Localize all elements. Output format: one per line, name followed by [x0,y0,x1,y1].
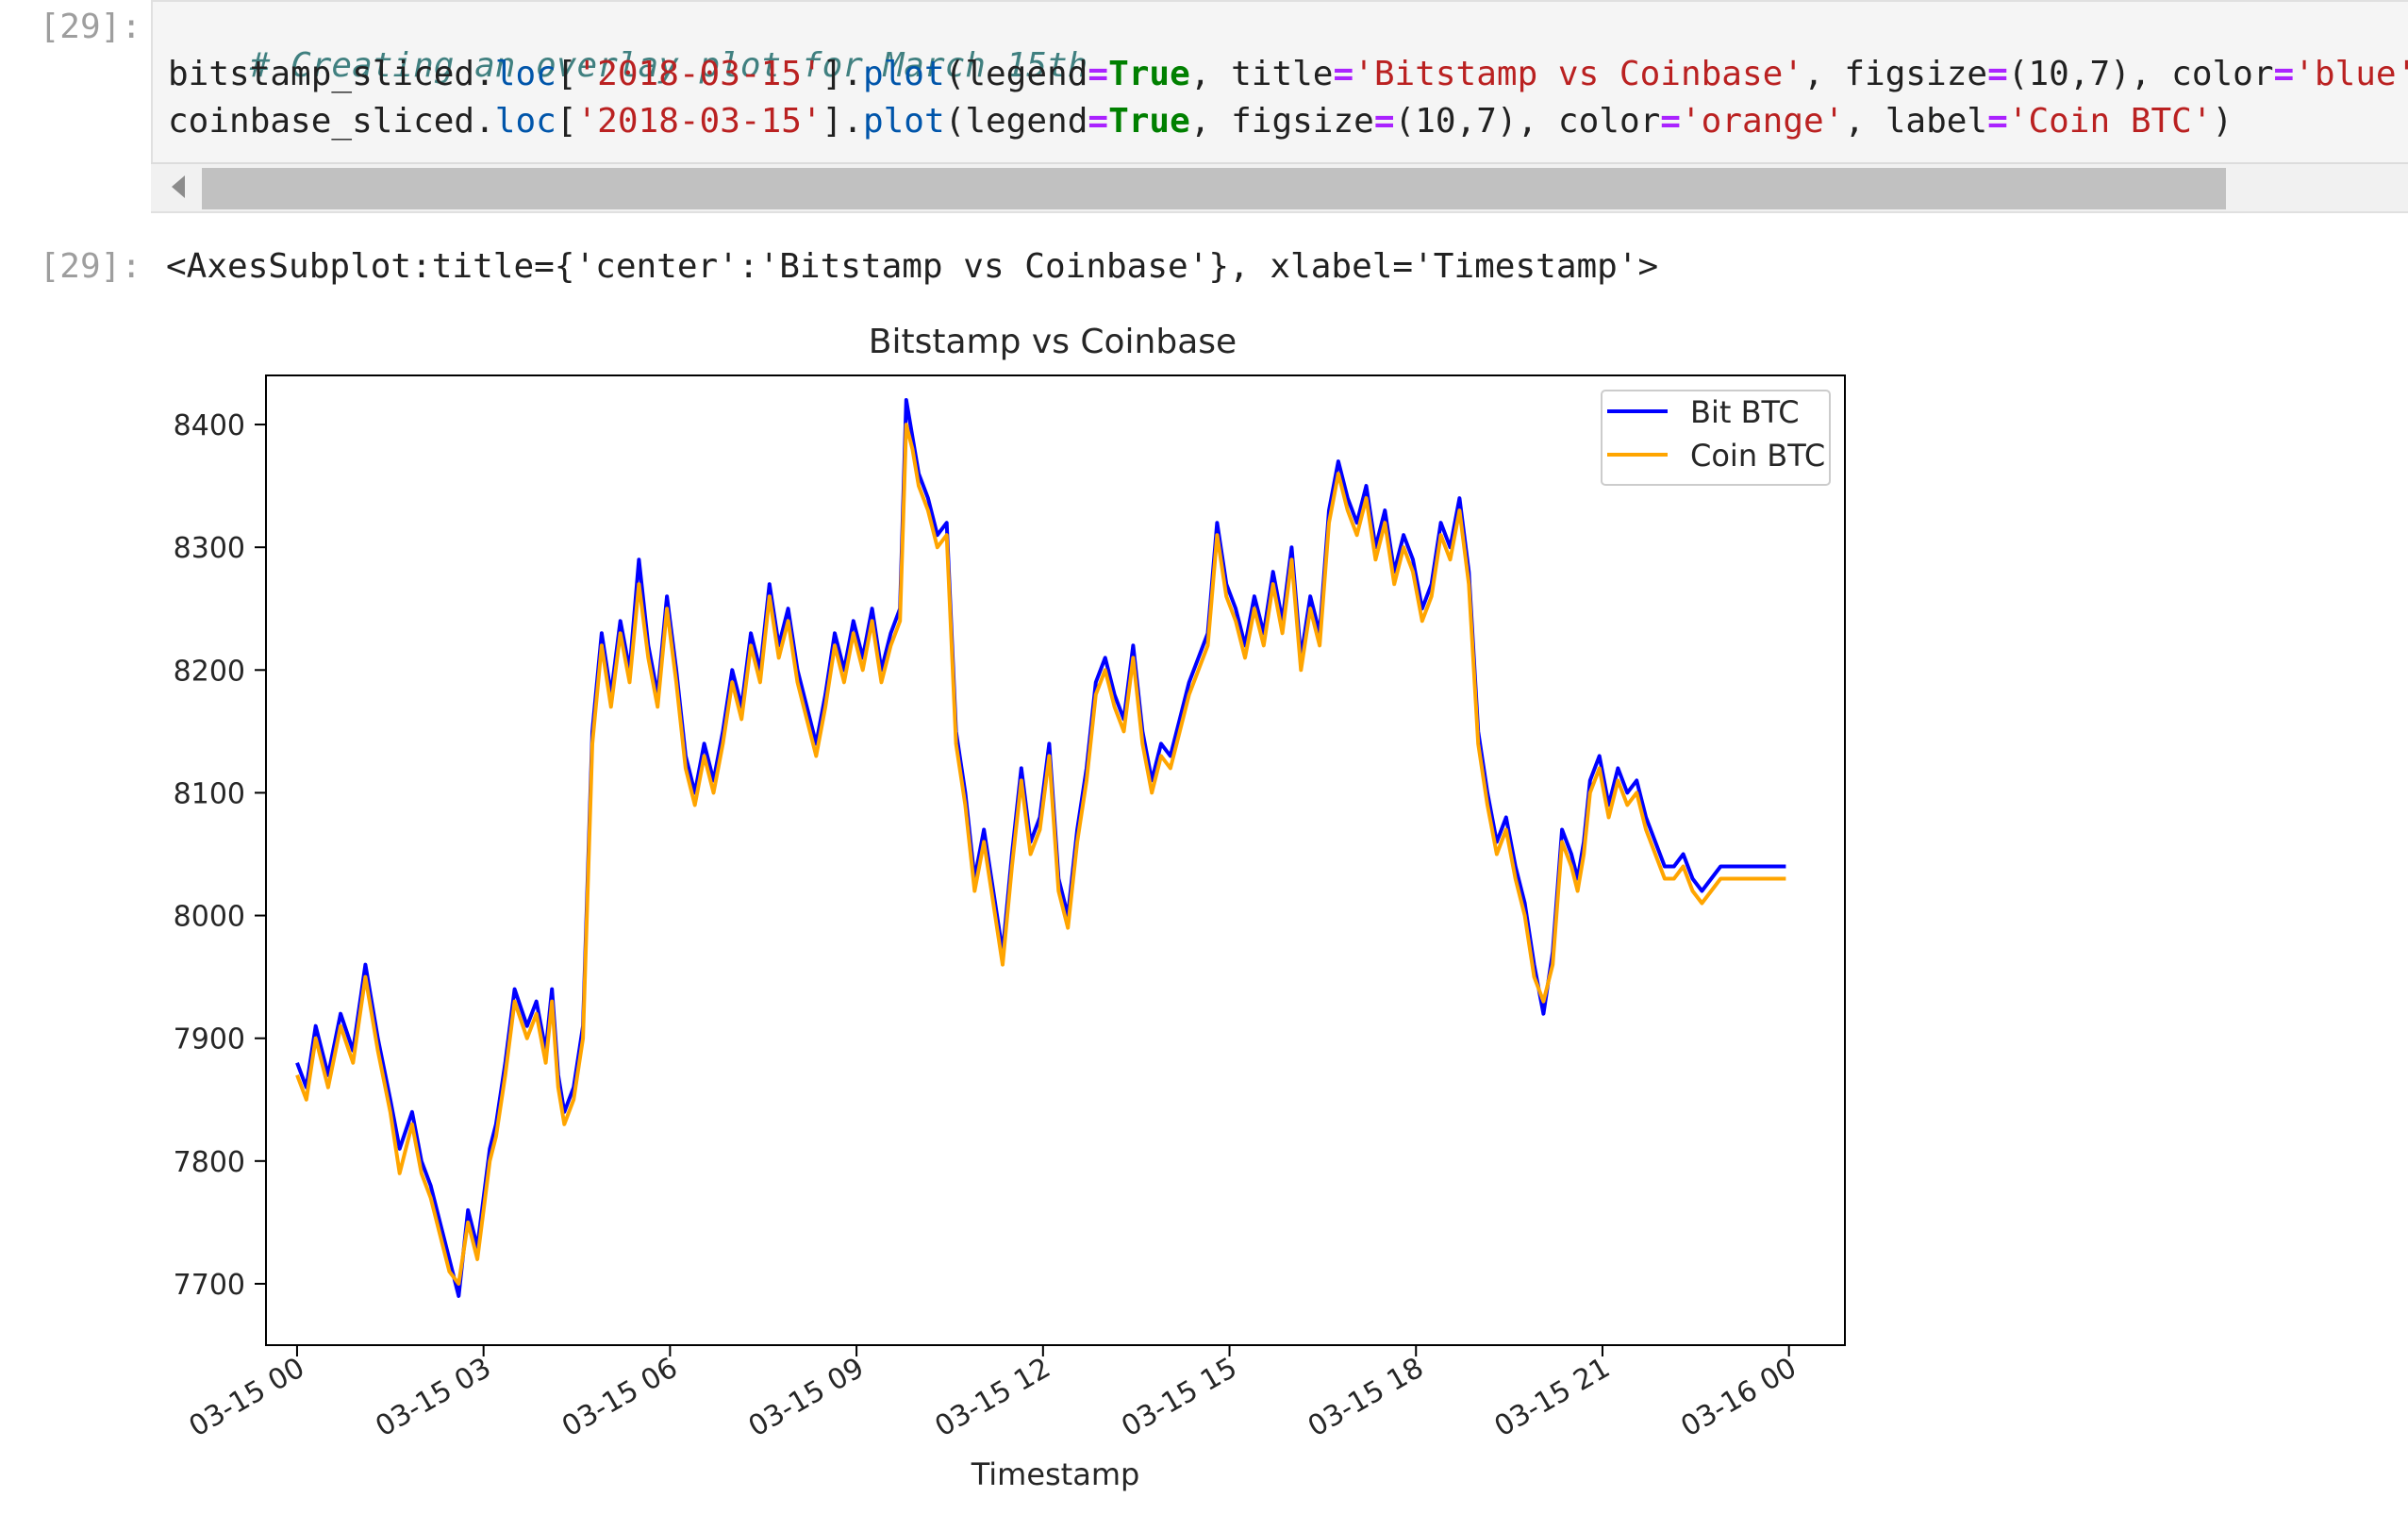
input-prompt: [29]: [39,8,141,46]
code-token: (10,7), color [1394,102,1661,141]
x-tick-label: 03-15 18 [1303,1352,1429,1444]
code-token: = [1088,102,1109,141]
scroll-left-arrow-icon[interactable] [172,175,185,198]
code-token: (legend [944,55,1088,93]
y-axis-ticks: 7700 7800 7900 8000 8100 8200 8300 8400 [174,409,266,1302]
code-token: plot [862,55,945,93]
y-tick-label: 8100 [174,777,245,810]
y-tick-label: 7800 [174,1146,245,1179]
x-axis-label: Timestamp [971,1456,1140,1492]
code-token: = [1660,102,1681,141]
code-token: True [1108,55,1190,93]
x-tick-label: 03-15 00 [184,1352,310,1444]
code-token: = [1987,55,2008,93]
plot-frame [265,374,1846,1346]
y-tick-label: 7900 [174,1023,245,1056]
x-tick-label: 03-15 03 [370,1352,496,1444]
code-line-3: coinbase_sliced.loc['2018-03-15'].plot(l… [168,102,2233,141]
code-token: bitstamp_sliced. [168,55,495,93]
y-tick-label: 8000 [174,901,245,934]
output-repr-text: <AxesSubplot:title={'center':'Bitstamp v… [166,247,1659,286]
x-tick-label: 03-15 09 [743,1352,870,1444]
code-token: plot [862,102,945,141]
horizontal-scrollbar[interactable] [151,162,2408,211]
code-token: ]. [822,55,863,93]
plot-lines [295,398,1786,1298]
code-token: ) [2212,102,2234,141]
x-tick-label: 03-15 21 [1489,1352,1616,1444]
code-line-1: # Creating an overlay plot for March 15t… [168,8,1088,124]
code-token: [ [556,102,577,141]
code-token: = [1373,102,1395,141]
code-token: ]. [822,102,863,141]
code-token: , title [1189,55,1334,93]
code-token: (legend [944,102,1088,141]
scrollbar-thumb[interactable] [202,168,2226,209]
code-cell-input[interactable]: # Creating an overlay plot for March 15t… [151,0,2408,213]
code-comment: # Creating an overlay plot for March 15t… [249,46,1088,85]
code-token: = [1333,55,1354,93]
y-tick-label: 8300 [174,532,245,565]
code-token: = [1987,102,2008,141]
line-chart: Bitstamp vs Coinbase 03-15 00 03-15 03 03-… [174,323,1846,1492]
y-tick-label: 8400 [174,409,245,442]
x-tick-label: 03-15 12 [930,1352,1056,1444]
code-token: 'Bitstamp vs Coinbase' [1353,55,1803,93]
code-token: = [2273,55,2295,93]
code-token: True [1108,102,1190,141]
code-token: (10,7), color [2007,55,2274,93]
x-axis-ticks: 03-15 00 03-15 03 03-15 06 03-15 09 03-15 12… [184,1345,1802,1443]
code-token: loc [494,55,556,93]
code-line-2: bitstamp_sliced.loc['2018-03-15'].plot(l… [168,55,2408,93]
chart-title: Bitstamp vs Coinbase [869,323,1237,361]
code-token: '2018-03-15' [576,102,822,141]
code-token: 'blue', [2294,55,2408,93]
x-tick-label: 03-15 06 [556,1352,683,1444]
code-token: coinbase_sliced. [168,102,495,141]
code-token: , label [1844,102,1988,141]
code-token: 'orange' [1680,102,1845,141]
output-prompt: [29]: [39,247,141,286]
code-token: loc [494,102,556,141]
series-line-coin-btc [295,423,1786,1286]
y-tick-label: 8200 [174,655,245,688]
legend-label-bit-btc: Bit BTC [1690,394,1800,430]
x-tick-label: 03-16 00 [1675,1352,1802,1444]
code-token: = [1088,55,1109,93]
y-tick-label: 7700 [174,1269,245,1302]
x-tick-label: 03-15 15 [1116,1352,1242,1444]
code-token: '2018-03-15' [576,55,822,93]
legend: Bit BTC Coin BTC [1601,390,1831,486]
code-token: 'Coin BTC' [2007,102,2213,141]
legend-box [1601,390,1831,486]
legend-label-coin-btc: Coin BTC [1690,438,1825,474]
code-token: [ [556,55,577,93]
code-token: , figsize [1803,55,1988,93]
code-token: , figsize [1189,102,1374,141]
